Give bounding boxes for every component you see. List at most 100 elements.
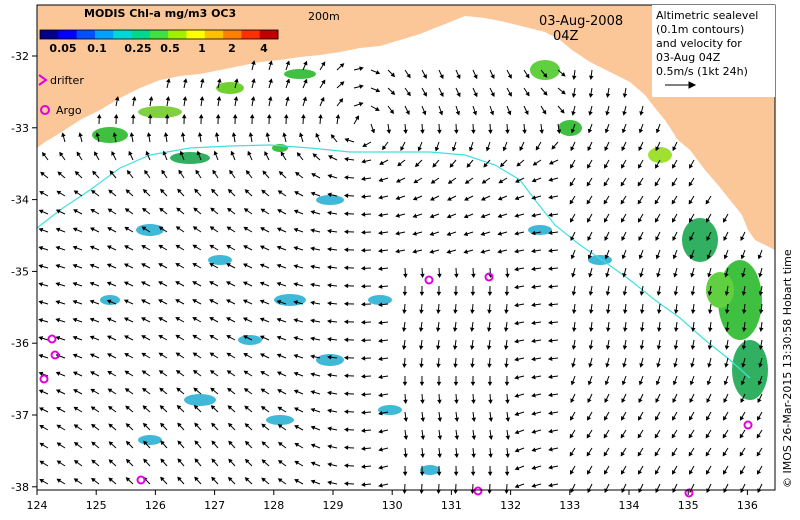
velocity-arrow-head bbox=[741, 273, 746, 278]
velocity-arrow-head bbox=[420, 399, 425, 405]
velocity-arrow-head bbox=[343, 247, 349, 253]
velocity-arrow-head bbox=[143, 440, 148, 446]
velocity-arrow-head bbox=[454, 129, 459, 135]
velocity-arrow-head bbox=[243, 226, 249, 231]
velocity-arrow-head bbox=[73, 209, 78, 214]
velocity-arrow-head bbox=[468, 146, 474, 152]
velocity-arrow-head bbox=[343, 301, 349, 307]
velocity-arrow-head bbox=[89, 299, 95, 305]
velocity-arrow-head bbox=[756, 433, 761, 439]
velocity-arrow-head bbox=[74, 171, 80, 176]
velocity-arrow-head bbox=[327, 354, 332, 360]
velocity-arrow-head bbox=[464, 196, 469, 201]
velocity-arrow-head bbox=[638, 128, 644, 134]
velocity-arrow-head bbox=[638, 398, 643, 404]
velocity-arrow-head bbox=[73, 406, 79, 411]
velocity-arrow-head bbox=[522, 129, 527, 135]
velocity-arrow-head bbox=[620, 199, 625, 205]
velocity-arrow-head bbox=[722, 433, 727, 439]
velocity-arrow-head bbox=[439, 74, 444, 80]
colorbar-swatch bbox=[186, 30, 206, 39]
velocity-arrow-head bbox=[403, 453, 408, 458]
velocity-arrow-head bbox=[343, 427, 349, 432]
velocity-arrow-head bbox=[514, 195, 520, 201]
velocity-arrow-head bbox=[198, 113, 204, 119]
velocity-arrow-head bbox=[210, 207, 215, 213]
legend-arrow-icon bbox=[665, 81, 697, 89]
velocity-arrow-head bbox=[142, 422, 148, 428]
velocity-arrow-head bbox=[638, 163, 643, 169]
velocity-arrow-head bbox=[55, 245, 61, 251]
velocity-arrow-head bbox=[548, 410, 553, 416]
velocity-arrow-head bbox=[690, 345, 696, 350]
velocity-arrow-head bbox=[622, 363, 627, 368]
velocity-arrow-head bbox=[327, 390, 332, 396]
velocity-arrow-head bbox=[453, 381, 459, 387]
velocity-arrow-head bbox=[707, 309, 713, 314]
velocity-arrow-head bbox=[569, 433, 574, 439]
velocity-arrow-head bbox=[276, 281, 282, 287]
velocity-arrow-head bbox=[395, 178, 401, 183]
velocity-arrow-head bbox=[192, 244, 198, 249]
velocity-arrow-head bbox=[548, 302, 553, 307]
velocity-arrow-head bbox=[226, 317, 231, 322]
velocity-arrow-head bbox=[548, 160, 554, 165]
velocity-arrow-head bbox=[488, 453, 493, 458]
velocity-arrow-head bbox=[548, 482, 553, 488]
velocity-arrow-head bbox=[622, 93, 628, 98]
velocity-arrow-head bbox=[375, 106, 380, 111]
velocity-arrow-head bbox=[689, 398, 694, 404]
velocity-arrow-head bbox=[548, 428, 553, 434]
velocity-arrow-head bbox=[194, 476, 199, 482]
velocity-arrow-head bbox=[209, 317, 214, 322]
velocity-arrow-head bbox=[429, 249, 434, 254]
velocity-arrow-head bbox=[605, 327, 611, 332]
velocity-arrow-head bbox=[673, 327, 679, 332]
velocity-arrow-head bbox=[358, 101, 364, 107]
velocity-arrow-head bbox=[486, 327, 492, 332]
velocity-arrow-head bbox=[293, 300, 298, 305]
velocity-arrow-head bbox=[672, 254, 678, 260]
velocity-arrow-head bbox=[412, 249, 417, 254]
legend-box-bg bbox=[652, 5, 775, 97]
x-tick-label: 136 bbox=[737, 499, 758, 512]
x-tick-label: 127 bbox=[204, 499, 225, 512]
velocity-arrow-head bbox=[378, 410, 383, 416]
velocity-arrow-head bbox=[470, 471, 476, 477]
velocity-arrow-head bbox=[141, 317, 146, 322]
velocity-arrow-head bbox=[463, 249, 468, 254]
velocity-arrow-head bbox=[588, 327, 594, 332]
velocity-arrow-head bbox=[587, 380, 593, 386]
velocity-arrow-head bbox=[131, 96, 137, 101]
velocity-arrow-head bbox=[420, 453, 425, 458]
velocity-arrow-head bbox=[451, 146, 457, 152]
velocity-arrow-head bbox=[378, 447, 383, 452]
legend-line-3: and velocity for bbox=[656, 37, 742, 50]
velocity-arrow-head bbox=[265, 132, 271, 137]
velocity-arrow-head bbox=[125, 423, 131, 428]
velocity-arrow-head bbox=[446, 214, 452, 219]
velocity-arrow-head bbox=[293, 407, 299, 412]
velocity-arrow-head bbox=[125, 458, 131, 464]
velocity-arrow-head bbox=[656, 363, 661, 368]
velocity-arrow-head bbox=[395, 231, 400, 236]
velocity-arrow-head bbox=[514, 302, 519, 308]
velocity-arrow-head bbox=[159, 207, 164, 213]
velocity-arrow-head bbox=[73, 478, 79, 483]
velocity-arrow-head bbox=[361, 446, 366, 451]
velocity-arrow-head bbox=[690, 327, 696, 332]
velocity-arrow-head bbox=[38, 227, 44, 233]
velocity-arrow-head bbox=[277, 406, 283, 411]
argo-marker bbox=[484, 272, 494, 282]
velocity-arrow-head bbox=[741, 291, 747, 296]
velocity-arrow-head bbox=[142, 188, 148, 194]
velocity-arrow-head bbox=[226, 370, 232, 375]
velocity-arrow-head bbox=[293, 209, 299, 214]
velocity-arrow-head bbox=[310, 336, 315, 342]
velocity-arrows bbox=[38, 60, 764, 495]
velocity-arrow-head bbox=[689, 163, 694, 169]
velocity-arrow-head bbox=[588, 345, 594, 350]
velocity-arrow-head bbox=[360, 338, 366, 343]
colorbar-swatch bbox=[94, 30, 114, 39]
velocity-arrow-head bbox=[436, 291, 442, 297]
